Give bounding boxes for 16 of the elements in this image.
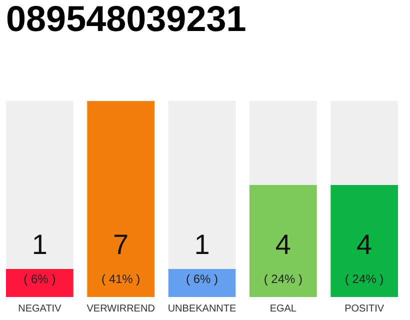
x-tick-label: VERWIRREND	[86, 304, 155, 314]
data-label: 1	[32, 229, 48, 260]
x-tick-label: POSITIV	[344, 304, 384, 314]
annotation: ( 6% )	[186, 272, 218, 286]
data-label: 4	[275, 229, 291, 260]
annotation: ( 41% )	[101, 272, 140, 286]
annotation: ( 6% )	[24, 272, 56, 286]
annotation: ( 24% )	[264, 272, 303, 286]
x-tick-label: UNBEKANNTE	[168, 304, 236, 314]
x-tick-label: NEGATIV	[18, 304, 62, 314]
annotation: ( 24% )	[344, 272, 384, 286]
data-label: 4	[356, 229, 372, 260]
data-label: 1	[194, 229, 210, 260]
data-label: 7	[113, 229, 129, 260]
chart-title: 089548039231	[6, 0, 246, 39]
x-tick-label: EGAL	[270, 304, 297, 314]
